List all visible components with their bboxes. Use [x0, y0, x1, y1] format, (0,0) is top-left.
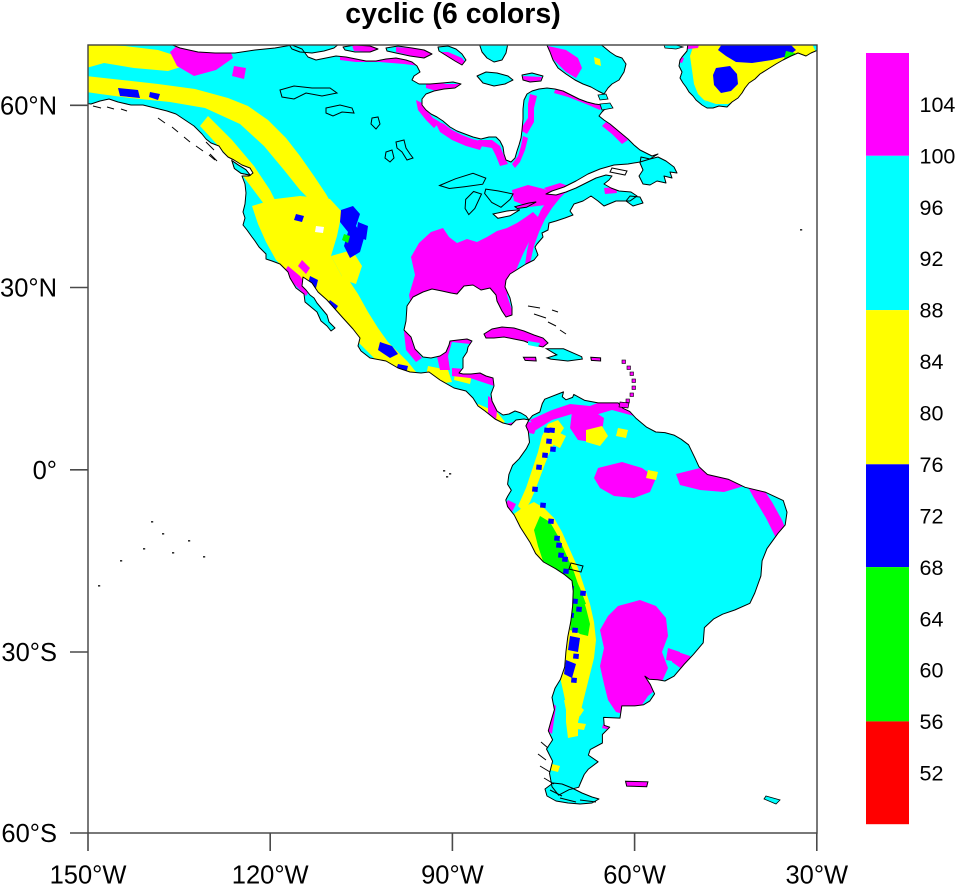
svg-text:60°N: 60°N — [0, 92, 57, 120]
svg-text:80: 80 — [920, 402, 944, 426]
svg-text:88: 88 — [920, 299, 944, 323]
svg-text:120°W: 120°W — [232, 862, 309, 888]
svg-text:72: 72 — [920, 504, 944, 528]
svg-text:100: 100 — [920, 144, 956, 168]
svg-text:68: 68 — [920, 556, 944, 580]
svg-text:cyclic (6 colors): cyclic (6 colors) — [345, 0, 560, 30]
svg-text:90°W: 90°W — [421, 862, 484, 888]
svg-text:30°S: 30°S — [1, 639, 57, 667]
svg-text:92: 92 — [920, 247, 944, 271]
svg-text:30°W: 30°W — [785, 862, 848, 888]
svg-text:0°: 0° — [33, 457, 57, 485]
svg-text:150°W: 150°W — [50, 862, 127, 888]
svg-text:60°S: 60°S — [1, 820, 57, 848]
svg-text:60: 60 — [920, 659, 944, 683]
svg-text:104: 104 — [920, 93, 956, 117]
svg-text:96: 96 — [920, 196, 944, 220]
svg-text:30°N: 30°N — [0, 275, 57, 303]
svg-text:84: 84 — [920, 350, 944, 374]
svg-text:64: 64 — [920, 607, 944, 631]
svg-text:56: 56 — [920, 710, 944, 734]
svg-text:76: 76 — [920, 453, 944, 477]
svg-text:52: 52 — [920, 762, 944, 786]
svg-text:60°W: 60°W — [603, 862, 666, 888]
